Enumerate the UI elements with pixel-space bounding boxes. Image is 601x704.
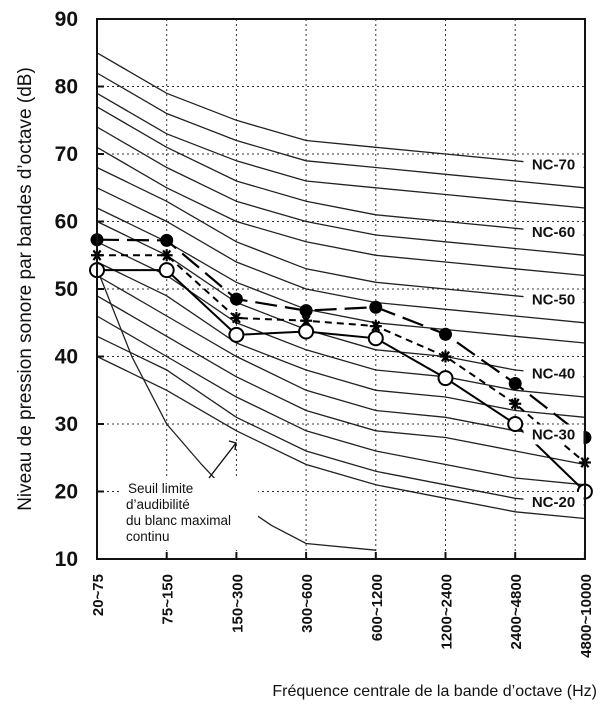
nc-curve — [96, 187, 585, 324]
data-series — [89, 233, 593, 500]
nc-curve — [96, 355, 585, 520]
nc-label-bg — [523, 363, 584, 384]
point-open-circle — [507, 416, 524, 432]
x-tick-label: 4800~10000 — [578, 574, 595, 658]
x-tick-label: 300~600 — [299, 574, 316, 633]
nc-curve — [96, 274, 585, 439]
nc-curve — [96, 207, 585, 344]
nc-label-bg — [523, 154, 584, 175]
nc-curve — [96, 261, 585, 418]
y-tick-label: 10 — [55, 548, 78, 571]
point-asterisk — [439, 350, 452, 363]
x-tick-label: 20~75 — [90, 574, 107, 616]
x-tick-label: 600~1200 — [369, 574, 386, 641]
y-tick-label: 30 — [55, 413, 78, 436]
labels: 10 20 30 40 50 60 70 80 90 20~75 75~150 150~300 300~… — [55, 8, 595, 658]
nc-curve — [96, 126, 585, 256]
nc-curve — [96, 92, 585, 209]
point-asterisk — [369, 320, 382, 333]
point-filled-circle — [439, 327, 452, 341]
x-tick-label: 1200~2400 — [439, 574, 456, 650]
nc-curve — [96, 335, 585, 506]
nc-label: NC-40 — [532, 366, 575, 383]
y-tick-label: 50 — [55, 278, 78, 301]
point-filled-circle — [299, 304, 313, 318]
nc-curve — [96, 166, 585, 304]
y-tick-label: 80 — [55, 76, 78, 99]
nc-label-bg — [523, 221, 584, 242]
point-filled-circle — [160, 233, 174, 247]
annotation-bg — [122, 478, 258, 550]
nc-label: NC-60 — [532, 224, 575, 241]
point-open-circle — [158, 262, 175, 279]
annotation-arrowhead — [228, 440, 237, 451]
y-tick-label: 60 — [55, 211, 78, 234]
x-tick-label: 150~300 — [229, 574, 246, 633]
point-filled-circle — [508, 377, 522, 390]
point-open-circle — [367, 330, 384, 347]
nc-curve — [96, 315, 585, 486]
point-open-circle — [228, 326, 245, 343]
annotation-text: d’audibilité — [126, 497, 190, 512]
nc-label: NC-30 — [532, 426, 575, 443]
annotation-text: continu — [126, 529, 170, 544]
series-line — [97, 254, 586, 464]
x-tick-label: 2400~4800 — [508, 574, 525, 650]
annotation-arrow — [208, 442, 237, 479]
plot-frame — [96, 18, 586, 560]
point-filled-circle — [369, 300, 383, 314]
point-open-circle — [298, 323, 315, 340]
point-asterisk — [160, 249, 173, 262]
nc-label-bg — [523, 491, 584, 512]
y-tick-label: 90 — [55, 8, 78, 31]
series-line — [97, 269, 586, 493]
nc-label: NC-50 — [532, 291, 575, 308]
nc-curve — [96, 241, 585, 398]
point-open-circle — [437, 370, 454, 387]
point-filled-circle — [229, 292, 243, 306]
point-asterisk — [230, 312, 243, 325]
nc-label-bg — [523, 289, 584, 310]
nc-curve — [96, 220, 585, 378]
nc-curve — [96, 146, 585, 277]
y-tick-label: 20 — [55, 481, 78, 504]
y-tick-label: 70 — [55, 143, 78, 166]
annotation-text: Seuil limite — [128, 481, 193, 496]
nc-label-bg — [523, 424, 584, 445]
nc-label: NC-20 — [532, 494, 575, 511]
nc-label: NC-70 — [532, 156, 575, 173]
nc-curve — [96, 72, 585, 189]
nc-curve — [96, 52, 585, 169]
nc-curves — [96, 52, 586, 551]
y-axis-title: Niveau de pression sonore par bandes d’o… — [15, 67, 36, 511]
grid — [96, 18, 586, 560]
y-tick-label: 40 — [55, 346, 78, 369]
x-axis-title: Fréquence centrale de la bande d’octave … — [272, 683, 597, 700]
nc-curve — [96, 106, 585, 236]
annotation-text: du blanc maximal — [126, 513, 231, 528]
nc-curve — [96, 295, 586, 466]
point-asterisk — [509, 397, 522, 410]
x-tick-label: 75~150 — [160, 574, 177, 624]
